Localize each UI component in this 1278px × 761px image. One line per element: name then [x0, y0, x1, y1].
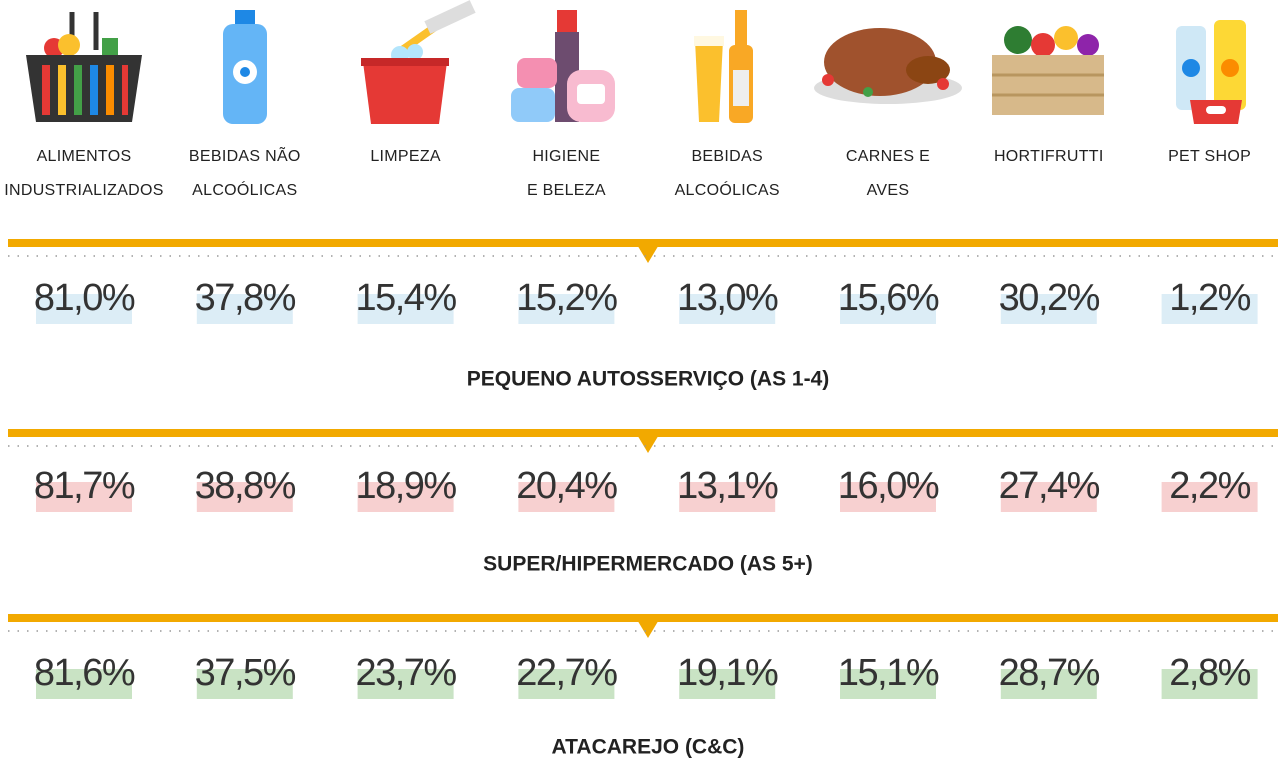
value: 28,7%: [999, 652, 1100, 694]
divider-arrow: [636, 618, 660, 638]
value: 13,0%: [677, 277, 778, 319]
value: 2,2%: [1169, 465, 1250, 507]
divider-arrow: [636, 243, 660, 263]
category-label: INDUSTRIALIZADOS: [4, 182, 164, 199]
value: 13,1%: [677, 465, 778, 507]
water-icon: [223, 10, 267, 124]
hygiene-icon: [511, 10, 615, 122]
category-label: HIGIENE: [532, 148, 600, 165]
value: 18,9%: [355, 465, 456, 507]
value: 37,5%: [195, 652, 296, 694]
icons: [26, 0, 1246, 124]
value: 15,2%: [516, 277, 617, 319]
value: 37,8%: [195, 277, 296, 319]
value: 38,8%: [195, 465, 296, 507]
category-label: BEBIDAS: [691, 148, 762, 165]
category-label: PET SHOP: [1168, 148, 1251, 165]
turkey-icon: [814, 28, 962, 104]
section-title: SUPER/HIPERMERCADO (AS 5+): [483, 553, 813, 576]
category-label: HORTIFRUTTI: [994, 148, 1104, 165]
value: 81,0%: [34, 277, 135, 319]
category-label: ALCOÓLICAS: [192, 180, 297, 199]
section-title: ATACAREJO (C&C): [552, 736, 745, 759]
category-label: E BELEZA: [527, 182, 606, 199]
divider-arrow: [636, 433, 660, 453]
category-label: ALIMENTOS: [37, 148, 132, 165]
basket-icon: [26, 12, 142, 122]
value: 27,4%: [999, 465, 1100, 507]
bucket-icon: [361, 0, 476, 124]
pet-icon: [1176, 20, 1246, 124]
value: 30,2%: [999, 277, 1100, 319]
value: 1,2%: [1169, 277, 1250, 319]
category-label: AVES: [867, 182, 910, 199]
category-label: ALCOÓLICAS: [675, 180, 780, 199]
value: 15,4%: [355, 277, 456, 319]
value: 22,7%: [516, 652, 617, 694]
value: 2,8%: [1169, 652, 1250, 694]
value: 16,0%: [838, 465, 939, 507]
value: 15,6%: [838, 277, 939, 319]
value: 81,6%: [34, 652, 135, 694]
category-label: BEBIDAS NÃO: [189, 145, 301, 165]
value: 81,7%: [34, 465, 135, 507]
value: 23,7%: [355, 652, 456, 694]
value: 19,1%: [677, 652, 778, 694]
category-label: LIMPEZA: [370, 148, 441, 165]
infographic: ALIMENTOS INDUSTRIALIZADOS BEBIDAS NÃO ALCO…: [0, 0, 1278, 761]
section-title: PEQUENO AUTOSSERVIÇO (AS 1-4): [467, 368, 830, 391]
value: 15,1%: [838, 652, 939, 694]
category-label: CARNES E: [846, 148, 930, 165]
beer-icon: [694, 10, 753, 123]
value: 20,4%: [516, 465, 617, 507]
crate-icon: [992, 26, 1104, 115]
